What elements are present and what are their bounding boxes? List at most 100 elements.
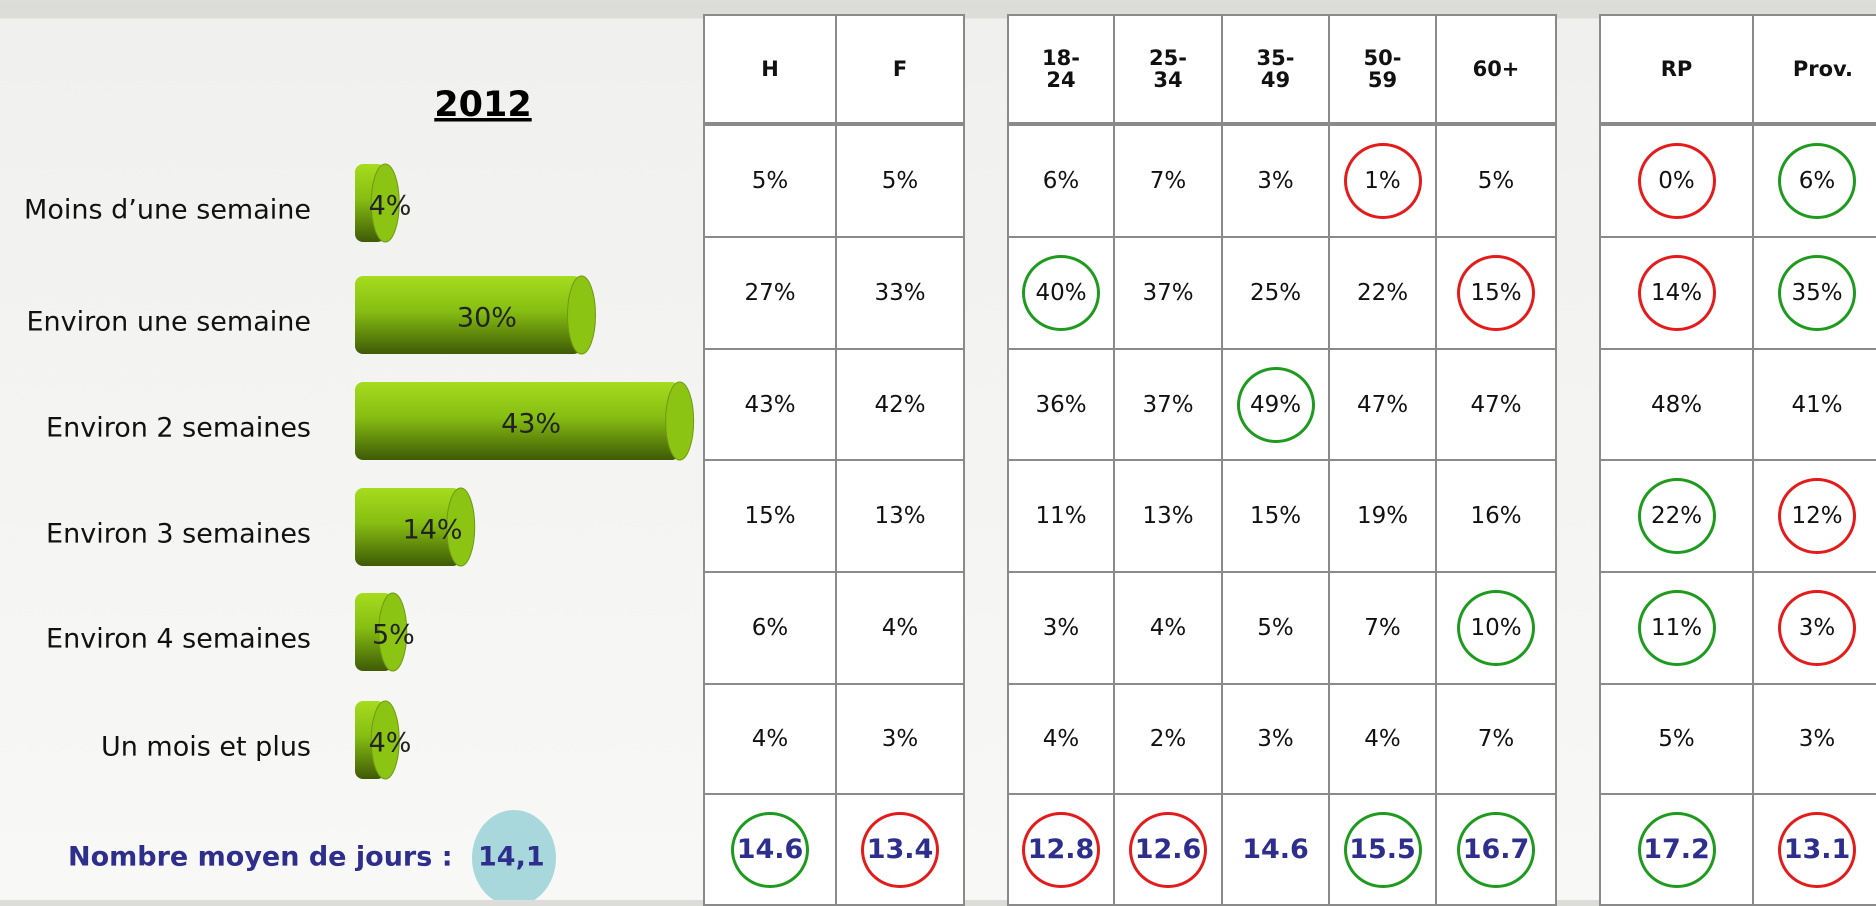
- column-header: 25-34: [1113, 14, 1223, 126]
- table-cell: 5%: [1599, 683, 1754, 795]
- average-value: 14,1: [478, 842, 545, 873]
- significance-circle: [1778, 255, 1856, 331]
- cell-text: 37%: [1142, 280, 1194, 306]
- category-label: Moins d’une semaine: [24, 195, 311, 226]
- cell-text: 12%: [1791, 503, 1843, 529]
- cell-text: 3%: [1257, 168, 1294, 194]
- bar: [355, 275, 596, 355]
- significance-circle: [1343, 143, 1422, 219]
- header-text: 50-59: [1363, 45, 1402, 92]
- cell-text: 4%: [1364, 726, 1401, 752]
- cell-text: 49%: [1249, 391, 1302, 418]
- category-label: Environ 2 semaines: [46, 413, 311, 444]
- significance-circle: [1637, 143, 1716, 219]
- cell-text: 2%: [1149, 726, 1187, 752]
- cell-text: 3%: [881, 726, 919, 752]
- cell-text: 5%: [1658, 726, 1695, 752]
- table-cell: 15.5: [1328, 793, 1437, 906]
- column-header: F: [835, 14, 965, 126]
- table-cell: 7%: [1113, 124, 1223, 238]
- cell-text: 47%: [1356, 391, 1409, 418]
- cell-text: 27%: [744, 280, 796, 306]
- header-text: 18-24: [1042, 45, 1080, 92]
- cell-text: 11%: [1035, 503, 1087, 529]
- table-cell: 13%: [1113, 459, 1223, 573]
- cell-text: 7%: [1149, 168, 1187, 194]
- cell-text: 40%: [1035, 280, 1087, 306]
- cell-text: 15.5: [1349, 834, 1416, 865]
- table-cell: 15%: [1435, 236, 1557, 350]
- cell-text: 43%: [744, 391, 796, 418]
- cell-text: 11%: [1650, 615, 1703, 641]
- cell-text: 15%: [744, 503, 796, 529]
- value-label: 14%: [403, 515, 463, 546]
- column-header: Prov.: [1752, 14, 1876, 126]
- table-cell: 13.4: [835, 793, 965, 906]
- table-cell: 4%: [1328, 683, 1437, 795]
- cell-text: 22%: [1356, 280, 1409, 306]
- table-cell: 2%: [1113, 683, 1223, 795]
- cell-text: 3%: [1798, 615, 1836, 641]
- table-cell: 5%: [835, 124, 965, 238]
- table-cell: 7%: [1435, 683, 1557, 795]
- table-cell: 11%: [1599, 571, 1754, 685]
- table-cell: 3%: [1752, 683, 1876, 795]
- table-cell: 4%: [703, 683, 837, 795]
- significance-circle: [1778, 590, 1856, 666]
- cell-text: 4%: [751, 726, 789, 752]
- value-label: 4%: [369, 191, 412, 222]
- cell-text: 5%: [881, 168, 919, 194]
- table-cell: 17.2: [1599, 793, 1754, 906]
- cell-text: 19%: [1356, 503, 1409, 529]
- table-cell: 1%: [1328, 124, 1437, 238]
- significance-circle: [1778, 811, 1856, 888]
- cell-text: 3%: [1798, 726, 1836, 752]
- table-cell: 12%: [1752, 459, 1876, 573]
- column-header: H: [703, 14, 837, 126]
- table-cell: 3%: [1221, 683, 1330, 795]
- table-cell: 13%: [835, 459, 965, 573]
- significance-circle: [1129, 811, 1207, 888]
- cell-text: 14%: [1650, 280, 1703, 306]
- cell-text: 4%: [1149, 615, 1187, 641]
- table-cell: 19%: [1328, 459, 1437, 573]
- cell-text: 6%: [1042, 168, 1080, 194]
- table-cell: 13.1: [1752, 793, 1876, 906]
- table-cell: 40%: [1007, 236, 1115, 350]
- column-header: 50-59: [1328, 14, 1437, 126]
- significance-circle: [1457, 255, 1535, 331]
- cell-text: 12.8: [1027, 834, 1095, 865]
- value-label: 4%: [369, 728, 412, 759]
- value-label: 43%: [501, 409, 561, 440]
- header-text: Prov.: [1792, 56, 1853, 81]
- significance-circle: [1637, 590, 1716, 666]
- header-text: H: [761, 56, 779, 81]
- category-label: Environ 3 semaines: [46, 519, 311, 550]
- cell-text: 1%: [1364, 168, 1401, 194]
- cell-text: 3%: [1042, 615, 1080, 641]
- significance-circle: [861, 811, 939, 888]
- table-cell: 4%: [1113, 571, 1223, 685]
- header-text: 25-34: [1149, 45, 1187, 92]
- cell-text: 13.1: [1783, 834, 1851, 865]
- table-cell: 11%: [1007, 459, 1115, 573]
- table-cell: 41%: [1752, 348, 1876, 461]
- table-cell: 22%: [1328, 236, 1437, 350]
- chart: 2012 Nombre moyen de jours : 14,1 Moins …: [24, 85, 695, 900]
- table-cell: 16%: [1435, 459, 1557, 573]
- bar: [355, 163, 400, 243]
- column-header: 60+: [1435, 14, 1557, 126]
- highlight-bubble: [472, 810, 556, 900]
- table-cell: 6%: [1752, 124, 1876, 238]
- cell-text: 16%: [1470, 503, 1522, 529]
- table-cell: 10%: [1435, 571, 1557, 685]
- table-cell: 47%: [1328, 348, 1437, 461]
- category-label: Environ 4 semaines: [46, 624, 311, 655]
- table-cell: 6%: [703, 571, 837, 685]
- cell-text: 3%: [1257, 726, 1294, 752]
- significance-circle: [1457, 811, 1535, 888]
- column-header: RP: [1599, 14, 1754, 126]
- table-cell: 36%: [1007, 348, 1115, 461]
- cell-text: 7%: [1477, 726, 1515, 752]
- table-cell: 12.6: [1113, 793, 1223, 906]
